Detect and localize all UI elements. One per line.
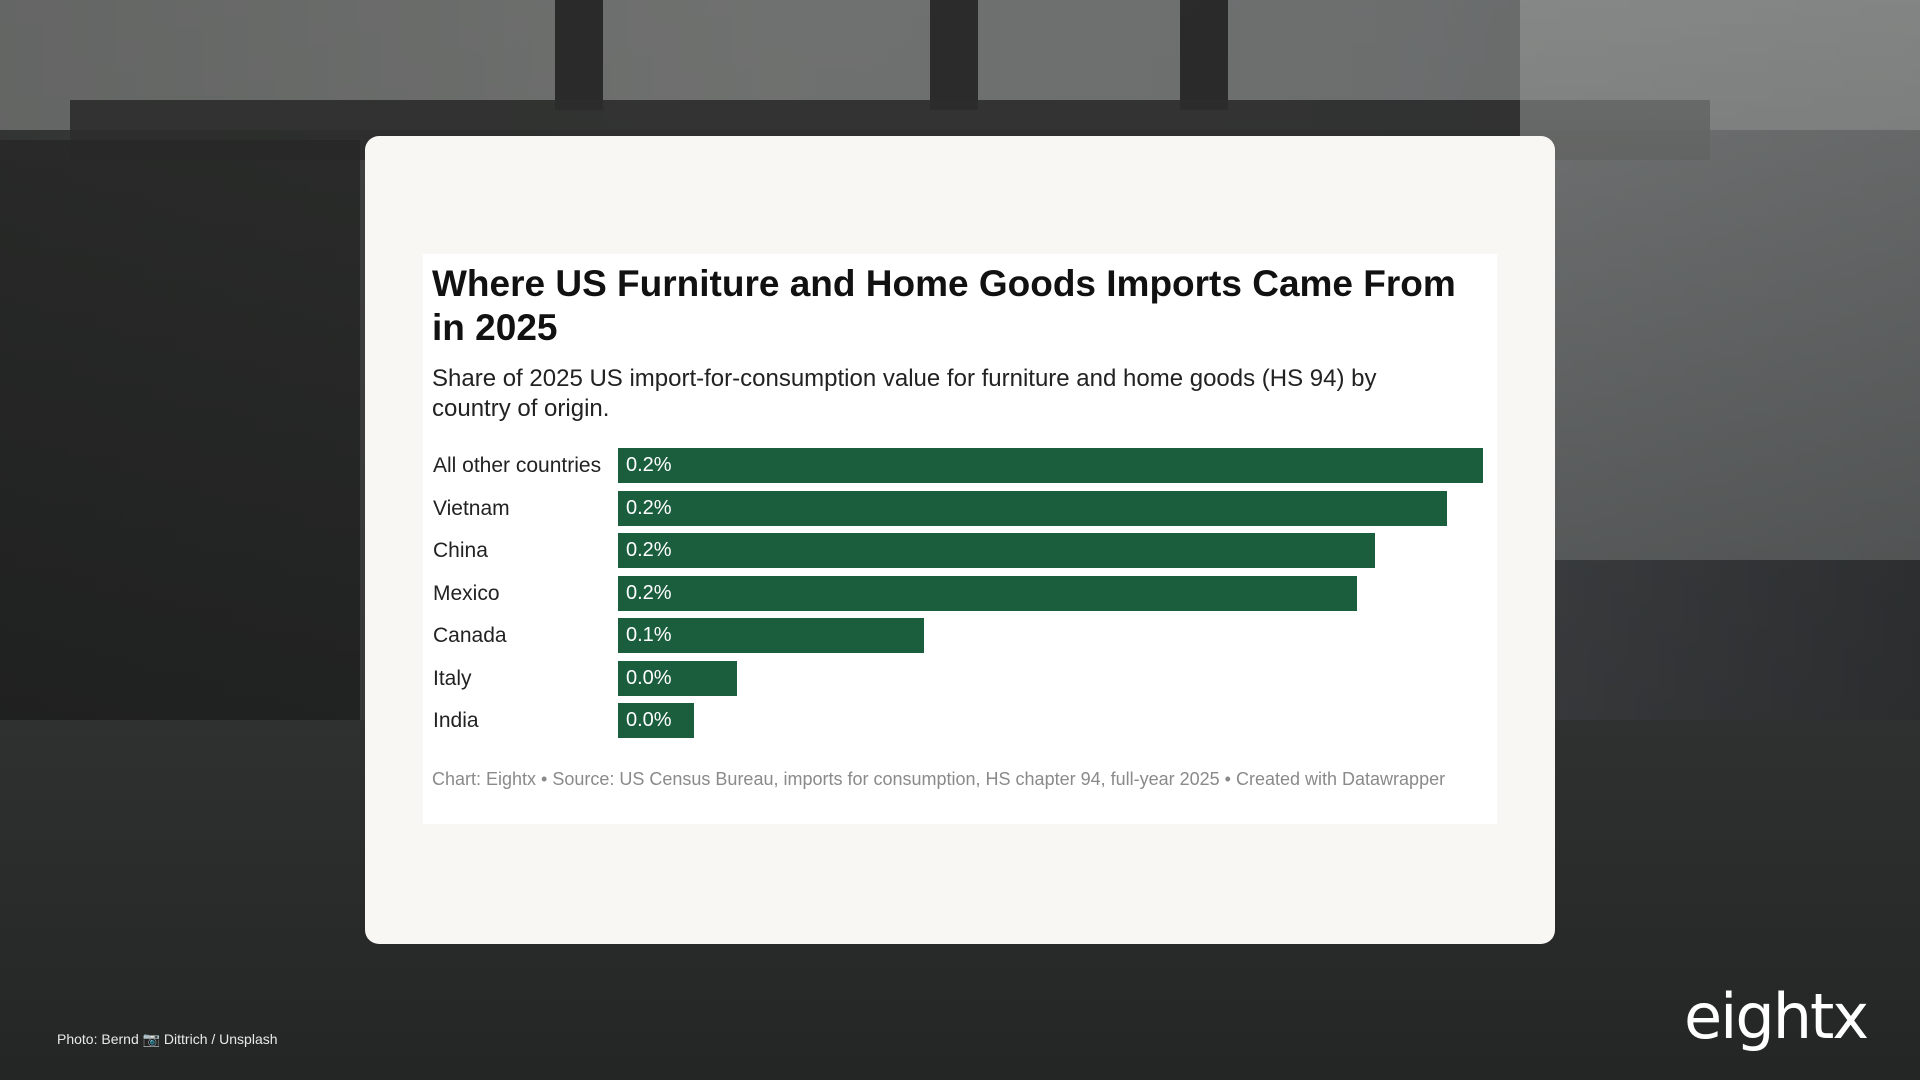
bar-value-label: 0.2% bbox=[626, 581, 672, 604]
bar-category-label: China bbox=[433, 539, 488, 562]
bar: 0.2% bbox=[618, 490, 1447, 526]
bar-value-label: 0.0% bbox=[626, 709, 672, 731]
bar-value-label: 0.2% bbox=[626, 496, 672, 519]
chart-subtitle: Share of 2025 US import-for-consumption … bbox=[432, 365, 1377, 422]
background-beam bbox=[930, 0, 978, 110]
bar-chart: All other countries 0.2% Vietnam 0.2% China 0… bbox=[423, 448, 1497, 748]
bar-category-label: India bbox=[433, 709, 479, 732]
photo-credit: Photo: Bernd 📷 Dittrich / Unsplash bbox=[57, 1031, 278, 1047]
chart-footer: Chart: Eightx • Source: US Census Bureau… bbox=[432, 769, 1446, 789]
bar-value-label: 0.2% bbox=[626, 454, 672, 476]
bar-value-label: 0.2% bbox=[626, 539, 672, 561]
chart-title: Where US Furniture and Home Goods Import… bbox=[432, 263, 1456, 348]
bar-category-label: Mexico bbox=[433, 581, 500, 605]
bar-value-label: 0.1% bbox=[626, 624, 672, 646]
bar-category-label: Italy bbox=[433, 666, 472, 690]
bar-category-label: Vietnam bbox=[433, 496, 510, 520]
bar: 0.2% bbox=[618, 533, 1375, 568]
bar: 0.1% bbox=[618, 618, 925, 653]
bar-category-label: All other countries bbox=[433, 454, 602, 477]
bar: 0.0% bbox=[618, 703, 694, 738]
chart-container: Where US Furniture and Home Goods Import… bbox=[423, 254, 1497, 824]
chart-card: Where US Furniture and Home Goods Import… bbox=[365, 136, 1555, 944]
bar-category-label: Canada bbox=[433, 624, 507, 647]
bar: 0.2% bbox=[618, 575, 1357, 611]
bar: 0.0% bbox=[618, 660, 737, 696]
bar: 0.2% bbox=[618, 448, 1483, 483]
eightx-logo: eightx bbox=[1684, 980, 1869, 1053]
background-beam bbox=[1180, 0, 1228, 110]
bar-value-label: 0.0% bbox=[626, 666, 672, 689]
background-beam bbox=[555, 0, 603, 110]
background-building-right bbox=[1520, 0, 1920, 560]
